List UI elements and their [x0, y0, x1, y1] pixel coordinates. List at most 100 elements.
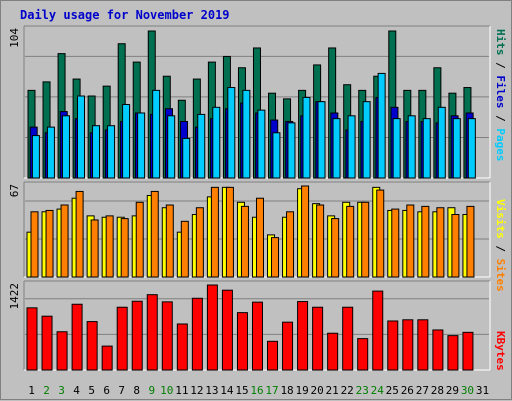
bar-pages	[437, 106, 446, 179]
bar-pages	[152, 89, 161, 179]
x-tick-label: 10	[160, 384, 173, 397]
x-tick-label: 26	[401, 384, 414, 397]
y-max-label: 1422	[8, 283, 21, 310]
bar-kbytes	[176, 323, 188, 371]
bar-sites	[346, 205, 355, 278]
bar-sites	[451, 214, 460, 278]
x-tick-label: 12	[190, 384, 203, 397]
x-tick-label: 25	[386, 384, 399, 397]
bar-pages	[242, 89, 251, 179]
bar-pages	[317, 101, 326, 179]
bar-sites	[75, 190, 84, 278]
bar-pages	[332, 118, 341, 179]
bar-sites	[105, 215, 114, 278]
x-tick-label: 27	[416, 384, 429, 397]
x-tick-label: 29	[446, 384, 459, 397]
x-tick-label: 13	[205, 384, 218, 397]
bar-kbytes	[206, 284, 218, 371]
bar-sites	[240, 205, 249, 278]
legend-sep: /	[494, 56, 507, 76]
bar-kbytes	[191, 297, 203, 371]
legend-kbytes: KBytes	[494, 331, 507, 371]
bar-kbytes	[41, 315, 53, 371]
bar-sites	[391, 208, 400, 278]
bar-sites	[90, 219, 99, 278]
bar-kbytes	[342, 306, 354, 371]
bar-sites	[466, 205, 475, 278]
x-tick-label: 3	[58, 384, 65, 397]
x-tick-label: 6	[103, 384, 110, 397]
x-tick-label: 28	[431, 384, 444, 397]
bar-pages	[407, 115, 416, 179]
bar-pages	[227, 87, 236, 179]
bar-kbytes	[282, 321, 294, 371]
y-max-label: 67	[8, 184, 21, 197]
bar-sites	[225, 186, 234, 278]
legend-sites: Sites	[494, 259, 507, 292]
bar-pages	[182, 137, 191, 179]
x-tick-label: 11	[175, 384, 188, 397]
bar-kbytes	[402, 319, 414, 371]
bar-sites	[45, 209, 54, 278]
bar-kbytes	[101, 345, 113, 371]
bar-kbytes	[312, 306, 324, 371]
bar-kbytes	[71, 303, 83, 371]
bar-kbytes	[327, 332, 339, 371]
bar-sites	[165, 204, 174, 278]
x-tick-label: 17	[265, 384, 278, 397]
bar-pages	[347, 115, 356, 179]
x-tick-label: 1	[28, 384, 35, 397]
bar-kbytes	[116, 306, 128, 371]
bar-sites	[271, 237, 280, 278]
legend-text: Hits / Files / Pages	[494, 29, 507, 162]
bar-pages	[212, 106, 221, 179]
bar-sites	[60, 204, 69, 278]
bar-pages	[287, 122, 296, 179]
bar-kbytes	[146, 294, 158, 371]
bar-pages	[422, 118, 431, 179]
bar-kbytes	[236, 312, 248, 371]
bar-pages	[197, 113, 206, 179]
bar-kbytes	[387, 320, 399, 371]
legend-text: Visits / Sites	[494, 199, 507, 292]
bar-sites	[286, 211, 295, 278]
bar-sites	[30, 211, 39, 278]
bar-sites	[421, 205, 430, 278]
bar-sites	[361, 201, 370, 278]
bar-pages	[92, 125, 101, 179]
bar-pages	[257, 109, 266, 179]
bar-sites	[376, 189, 385, 278]
bar-sites	[436, 207, 445, 278]
bar-kbytes	[221, 289, 233, 371]
bar-pages	[452, 118, 461, 179]
chart-title: Daily usage for November 2019	[20, 8, 230, 22]
bar-kbytes	[267, 340, 279, 371]
bar-sites	[150, 190, 159, 278]
bar-pages	[392, 118, 401, 179]
x-tick-label: 5	[88, 384, 95, 397]
bar-sites	[255, 197, 264, 278]
bar-pages	[467, 118, 476, 179]
bar-sites	[180, 220, 189, 278]
x-tick-label: 4	[73, 384, 80, 397]
x-tick-label: 2	[43, 384, 50, 397]
legend-text: KBytes	[494, 331, 507, 371]
bar-sites	[301, 185, 310, 278]
x-tick-label: 31	[476, 384, 489, 397]
x-tick-label: 30	[461, 384, 474, 397]
bar-sites	[210, 186, 219, 278]
legend-pages: Pages	[494, 128, 507, 161]
bar-kbytes	[131, 300, 143, 371]
bar-kbytes	[447, 335, 459, 371]
legend-hits: Hits	[494, 29, 507, 56]
bar-kbytes	[251, 301, 263, 371]
legend-sep: /	[494, 109, 507, 129]
bar-sites	[406, 204, 415, 278]
bar-kbytes	[462, 331, 474, 371]
x-tick-label: 18	[280, 384, 293, 397]
bar-pages	[107, 125, 116, 179]
x-tick-label: 16	[250, 384, 263, 397]
bar-sites	[316, 204, 325, 278]
bar-kbytes	[161, 301, 173, 371]
